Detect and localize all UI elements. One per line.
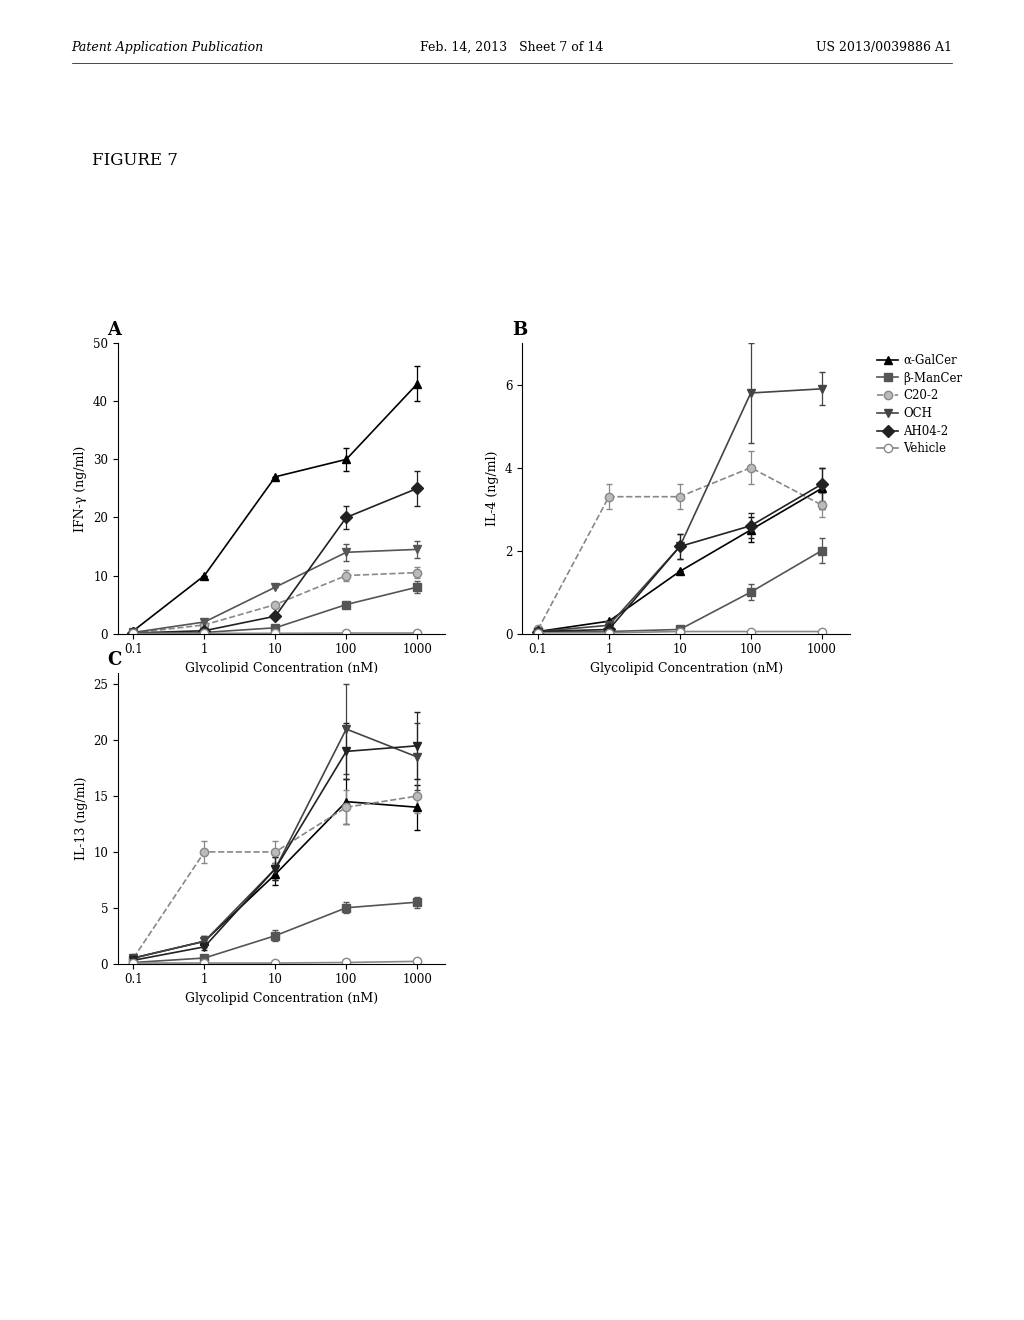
X-axis label: Glycolipid Concentration (nM): Glycolipid Concentration (nM) — [590, 661, 782, 675]
X-axis label: Glycolipid Concentration (nM): Glycolipid Concentration (nM) — [185, 661, 378, 675]
Text: Patent Application Publication: Patent Application Publication — [72, 41, 264, 54]
Text: C: C — [108, 651, 122, 669]
Text: B: B — [512, 321, 527, 339]
Y-axis label: IL-13 (ng/ml): IL-13 (ng/ml) — [75, 776, 88, 861]
Y-axis label: IL-4 (ng/ml): IL-4 (ng/ml) — [486, 450, 500, 527]
Text: A: A — [108, 321, 122, 339]
Legend: α-GalCer, β-ManCer, C20-2, OCH, AH04-2, Vehicle: α-GalCer, β-ManCer, C20-2, OCH, AH04-2, … — [872, 348, 967, 461]
Text: US 2013/0039886 A1: US 2013/0039886 A1 — [816, 41, 952, 54]
X-axis label: Glycolipid Concentration (nM): Glycolipid Concentration (nM) — [185, 991, 378, 1005]
Text: Feb. 14, 2013   Sheet 7 of 14: Feb. 14, 2013 Sheet 7 of 14 — [420, 41, 604, 54]
Text: FIGURE 7: FIGURE 7 — [92, 152, 178, 169]
Y-axis label: IFN-γ (ng/ml): IFN-γ (ng/ml) — [75, 445, 87, 532]
